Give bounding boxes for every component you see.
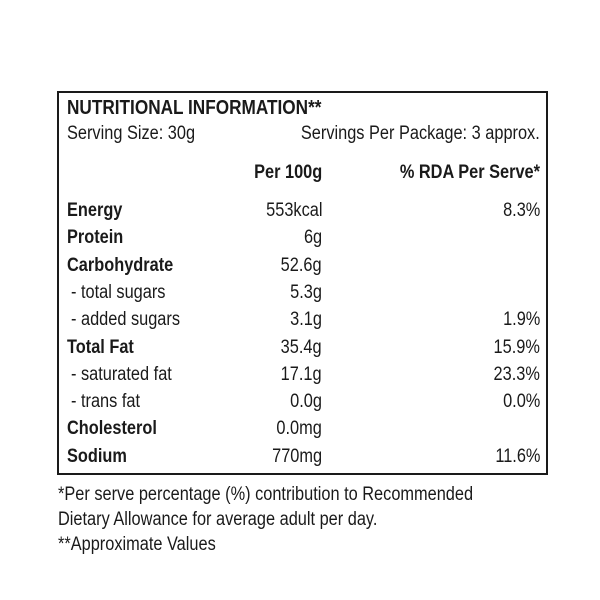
per100-value: 6g xyxy=(303,227,322,249)
rda-value: 1.9% xyxy=(502,309,540,331)
nutrient-row: - saturated fat 17.1g 23.3% xyxy=(59,361,546,388)
nutrient-row: Cholesterol 0.0mg xyxy=(59,415,546,442)
per100-value: 770mg xyxy=(272,445,322,467)
per100-value: 3.1g xyxy=(290,309,322,331)
rda-value: 0.0% xyxy=(502,391,540,413)
rda-value: 15.9% xyxy=(493,336,540,358)
footnote-approx: **Approximate Values xyxy=(58,534,216,555)
nutrient-name: Total Fat xyxy=(67,336,134,358)
column-header-row: Per 100g % RDA Per Serve* xyxy=(59,159,546,186)
rda-value: 8.3% xyxy=(502,200,540,221)
rda-value: 11.6% xyxy=(494,445,540,467)
per100-value: 5.3g xyxy=(290,281,322,303)
serving-size: Serving Size: 30g xyxy=(67,123,196,144)
servings-per-package: Servings Per Package: 3 approx. xyxy=(301,123,540,144)
nutrient-name: - total sugars xyxy=(71,281,166,303)
nutrient-name: Energy xyxy=(67,200,123,221)
rda-header: % RDA Per Serve* xyxy=(399,162,540,183)
footnote-rda: *Per serve percentage (%) contribution t… xyxy=(58,484,474,505)
nutrient-name: - trans fat xyxy=(71,391,141,413)
nutrient-row: Sodium 770mg 11.6% xyxy=(59,443,546,470)
nutrient-row: Total Fat 35.4g 15.9% xyxy=(59,334,546,361)
footnote-rda-cont: Dietary Allowance for average adult per … xyxy=(58,509,378,530)
nutrient-row: Protein 6g xyxy=(59,224,546,251)
nutrient-name: Protein xyxy=(67,227,124,249)
footnotes: *Per serve percentage (%) contribution t… xyxy=(58,482,558,557)
per100-value: 52.6g xyxy=(281,254,322,276)
per100-value: 35.4g xyxy=(281,336,322,358)
per100-header: Per 100g xyxy=(253,162,322,183)
nutrient-name: Cholesterol xyxy=(67,418,157,440)
nutrient-row: Carbohydrate 52.6g xyxy=(59,252,546,279)
nutrient-row: - trans fat 0.0g 0.0% xyxy=(59,388,546,415)
nutrient-name: Carbohydrate xyxy=(67,254,174,276)
nutrient-name: Sodium xyxy=(67,445,127,467)
per100-value: 553kcal xyxy=(265,200,322,221)
per100-value: 0.0g xyxy=(290,391,322,413)
nutrient-name: - added sugars xyxy=(71,309,181,331)
nutrient-row: - added sugars 3.1g 1.9% xyxy=(59,306,546,333)
per100-value: 0.0mg xyxy=(276,418,322,440)
nutrition-facts-panel: NUTRITIONAL INFORMATION** Serving Size: … xyxy=(57,91,548,475)
per100-value: 17.1g xyxy=(281,363,322,385)
panel-title: NUTRITIONAL INFORMATION** xyxy=(67,97,322,119)
nutrient-row: Energy 553kcal 8.3% xyxy=(59,197,546,224)
nutrient-name: - saturated fat xyxy=(71,363,172,385)
rda-value: 23.3% xyxy=(493,363,540,385)
nutrient-row: - total sugars 5.3g xyxy=(59,279,546,306)
